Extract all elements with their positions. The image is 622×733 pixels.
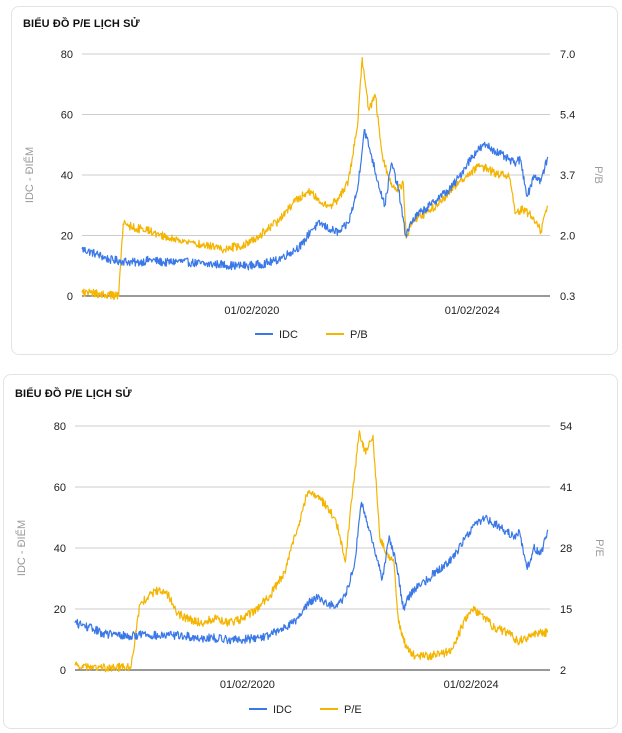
y-left-tick-label: 80 bbox=[61, 49, 73, 61]
x-tick-label: 01/02/2020 bbox=[220, 679, 275, 691]
series-line-pb bbox=[81, 57, 549, 301]
y-right-tick-label: 5.4 bbox=[560, 110, 575, 122]
y-right-tick-label: 15 bbox=[560, 604, 572, 616]
y-right-axis-title: P/E bbox=[593, 539, 605, 557]
legend[interactable]: IDC P/B bbox=[255, 329, 368, 341]
y-right-tick-label: 2 bbox=[560, 665, 566, 677]
y-right-tick-label: 3.7 bbox=[560, 170, 575, 182]
y-right-tick-label: 7.0 bbox=[560, 49, 575, 61]
series-line-pe bbox=[74, 430, 549, 673]
y-left-tick-label: 40 bbox=[54, 543, 66, 555]
chart-pe-svg: 0 2 20 15 40 28 60 41 80 54 01/02/2020 01/02/2024 ID… bbox=[15, 421, 605, 716]
series-line-idc bbox=[81, 129, 549, 271]
y-left-tick-label: 60 bbox=[54, 482, 66, 494]
x-tick-label: 01/02/2020 bbox=[224, 305, 279, 317]
x-tick-label: 01/02/2024 bbox=[445, 305, 500, 317]
y-right-tick-label: 0.3 bbox=[560, 291, 575, 303]
legend-label: IDC bbox=[273, 704, 292, 716]
legend-label: P/B bbox=[350, 329, 368, 341]
legend-label: IDC bbox=[279, 329, 298, 341]
legend[interactable]: IDC P/E bbox=[249, 704, 362, 716]
chart-card-pb: BIỂU ĐỒ P/E LỊCH SỬ 0 0.3 20 2.0 40 3.7 60 5.4 8… bbox=[11, 6, 618, 355]
x-tick-label: 01/02/2024 bbox=[444, 679, 499, 691]
legend-label: P/E bbox=[344, 704, 362, 716]
y-left-tick-label: 0 bbox=[67, 291, 73, 303]
y-left-axis-title: IDC - ĐIỂM bbox=[23, 147, 36, 203]
y-left-tick-label: 0 bbox=[60, 665, 66, 677]
y-left-tick-label: 60 bbox=[61, 110, 73, 122]
y-right-tick-label: 28 bbox=[560, 543, 572, 555]
y-left-tick-label: 40 bbox=[61, 170, 73, 182]
chart-title: BIỂU ĐỒ P/E LỊCH SỬ bbox=[15, 388, 132, 400]
y-left-axis-title: IDC - ĐIỂM bbox=[15, 520, 28, 576]
y-right-axis-title: P/B bbox=[592, 166, 604, 184]
chart-card-pe: BIỂU ĐỒ P/E LỊCH SỬ 0 2 20 15 40 28 60 41 80 54 01… bbox=[3, 374, 618, 729]
y-right-tick-label: 54 bbox=[560, 421, 572, 433]
chart-pb-svg: 0 0.3 20 2.0 40 3.7 60 5.4 80 7.0 01/02/2020 01/02/… bbox=[23, 49, 604, 341]
y-left-tick-label: 20 bbox=[54, 604, 66, 616]
y-left-tick-label: 20 bbox=[61, 231, 73, 243]
y-right-tick-label: 41 bbox=[560, 482, 572, 494]
chart-title: BIỂU ĐỒ P/E LỊCH SỬ bbox=[23, 18, 140, 30]
y-left-tick-label: 80 bbox=[54, 421, 66, 433]
y-right-tick-label: 2.0 bbox=[560, 231, 575, 243]
series-line-idc bbox=[74, 501, 549, 645]
